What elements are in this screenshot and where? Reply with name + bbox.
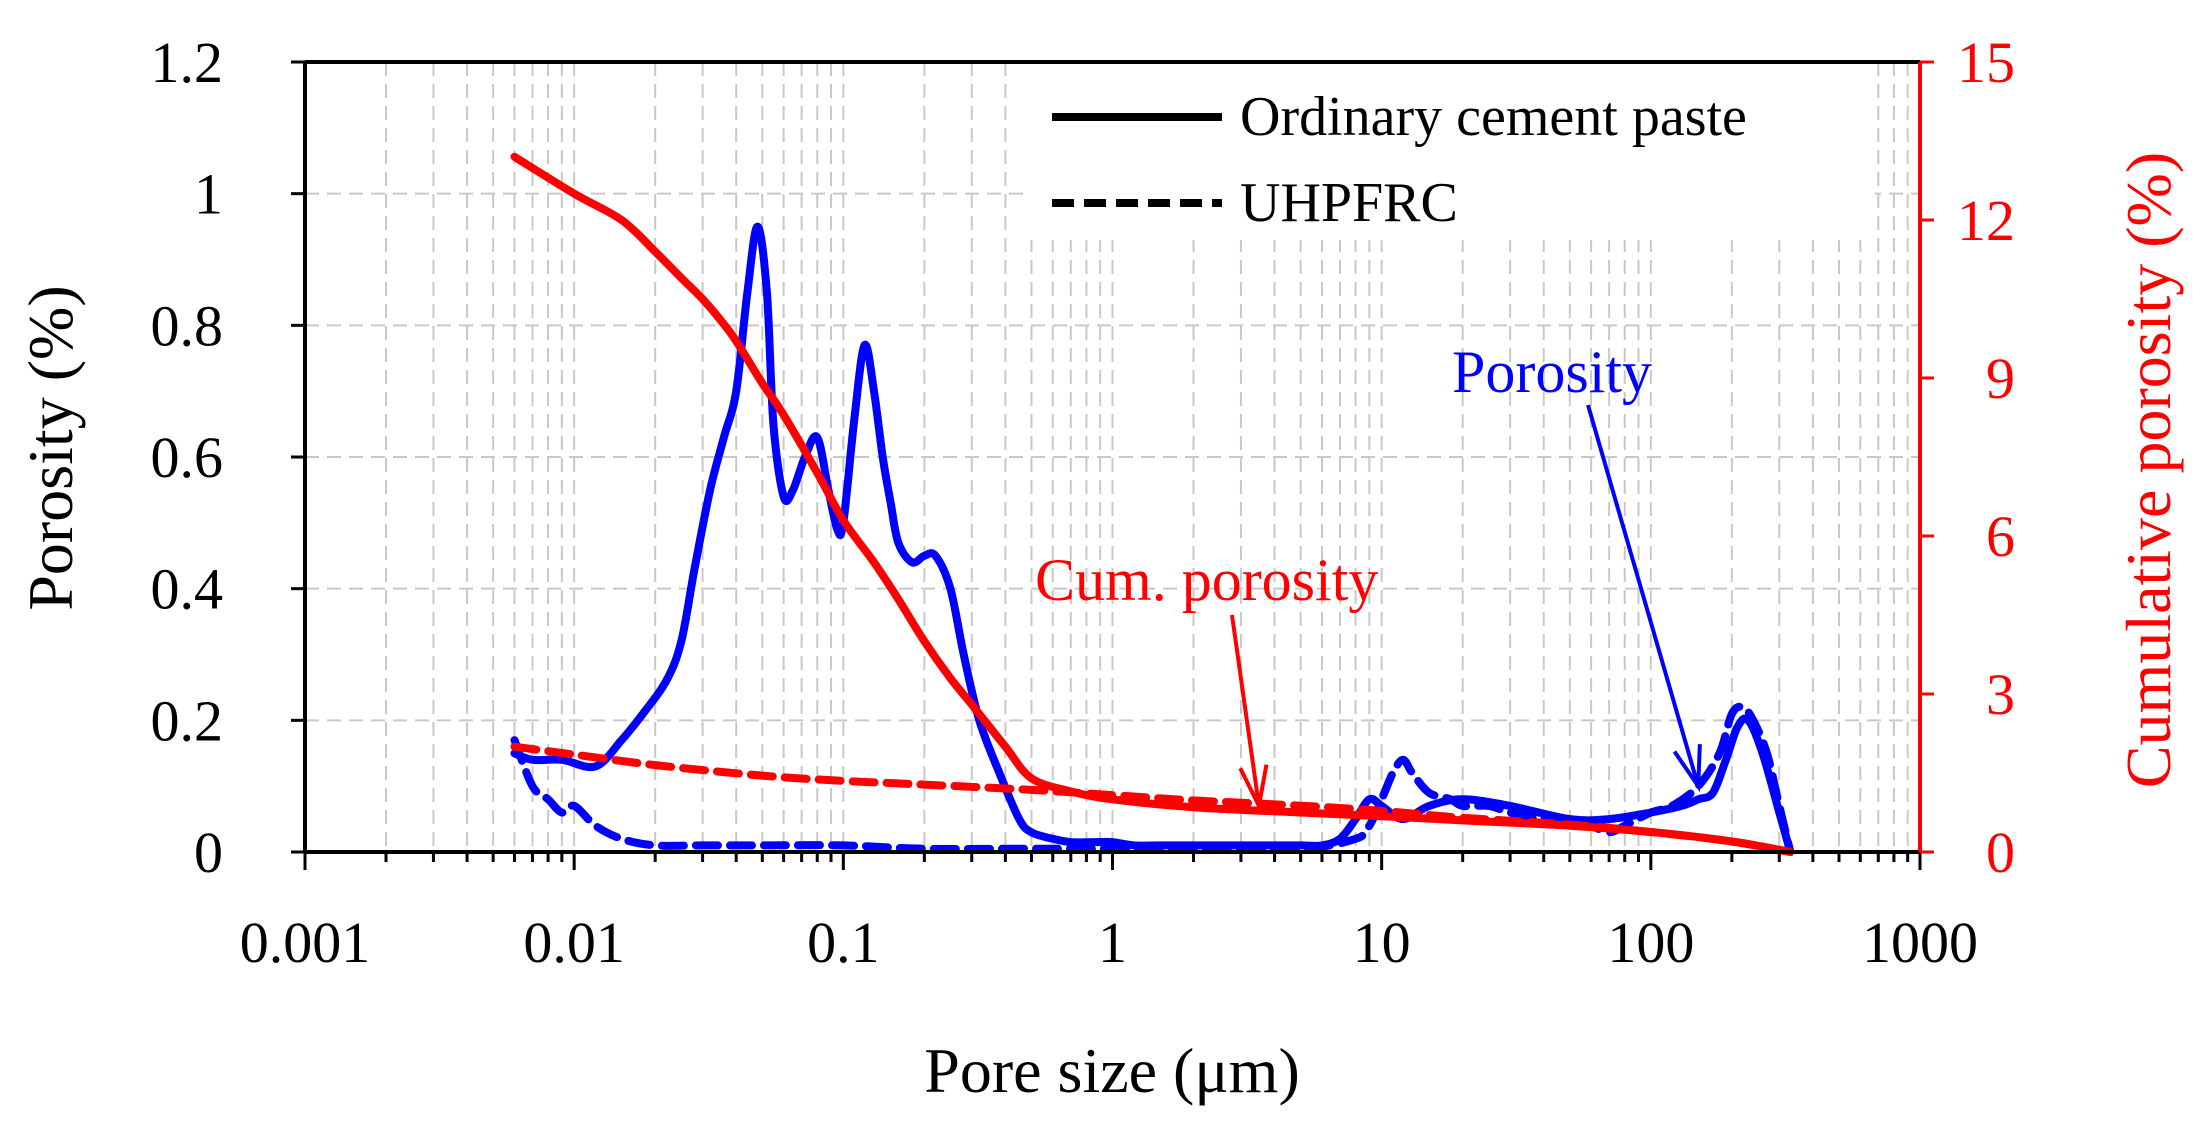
annotation-porosity: Porosity: [1452, 339, 1652, 405]
y2-tick-label: 12: [1957, 188, 2015, 253]
x-tick-label: 0.1: [807, 910, 880, 975]
x-axis-title: Pore size (μm): [924, 1035, 1300, 1106]
legend-background: [1030, 60, 1875, 240]
y2-tick-label: 6: [1986, 504, 2015, 569]
x-tick-label: 1: [1098, 910, 1127, 975]
cum-porosity-arrow-head: [1238, 764, 1269, 813]
y-tick-label: 0.6: [151, 425, 224, 490]
y-tick-label: 0.8: [151, 293, 224, 358]
y-tick-label: 0: [194, 820, 223, 885]
y2-tick-label: 15: [1957, 30, 2015, 95]
legend: Ordinary cement paste UHPFRC: [1030, 60, 1875, 240]
y2-tick-label: 3: [1986, 662, 2015, 727]
y-tick-label: 1.2: [151, 30, 224, 95]
y-axis-title: Porosity (%): [15, 285, 86, 610]
x-tick-label: 0.001: [240, 910, 371, 975]
series-group: [510, 152, 1795, 856]
y2-tick-label: 0: [1986, 820, 2015, 885]
y-tick-label: 1: [194, 162, 223, 227]
y-tick-label: 0.4: [151, 557, 224, 622]
y-tick-label: 0.2: [151, 688, 224, 753]
cum-porosity-arrow-shaft: [1230, 614, 1261, 807]
series-line-cum-porosity-ordinary-cement-paste: [510, 152, 1795, 856]
porosity-arrow-shaft: [1586, 404, 1701, 787]
x-tick-label: 1000: [1862, 910, 1978, 975]
legend-label-uhpfrc: UHPFRC: [1240, 172, 1458, 234]
annotations: Porosity Cum. porosity: [1035, 339, 1702, 813]
x-tick-label: 0.01: [523, 910, 625, 975]
annotation-cum-porosity: Cum. porosity: [1035, 547, 1378, 613]
porosity-arrow-head: [1672, 744, 1702, 793]
axes: 0.001 0.01 0.1 1 10 100 100000.20.40.60.811.20…: [151, 30, 2016, 975]
x-tick-label: 10: [1353, 910, 1411, 975]
y2-tick-label: 9: [1986, 346, 2015, 411]
y2-axis-title: Cumulative porosity (%): [2113, 152, 2184, 788]
x-tick-label: 100: [1607, 910, 1694, 975]
legend-label-ordinary: Ordinary cement paste: [1240, 86, 1747, 148]
